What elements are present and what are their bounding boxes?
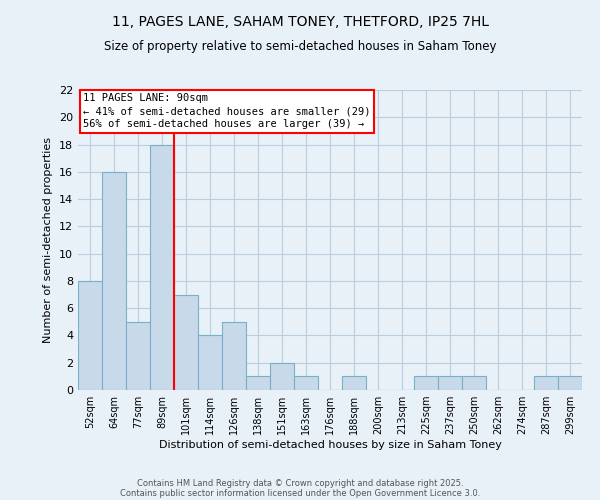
Bar [438, 376, 462, 390]
Bar [174, 294, 198, 390]
Text: Contains HM Land Registry data © Crown copyright and database right 2025.: Contains HM Land Registry data © Crown c… [137, 478, 463, 488]
Bar [126, 322, 150, 390]
Bar [534, 376, 558, 390]
Text: 11, PAGES LANE, SAHAM TONEY, THETFORD, IP25 7HL: 11, PAGES LANE, SAHAM TONEY, THETFORD, I… [112, 15, 488, 29]
Y-axis label: Number of semi-detached properties: Number of semi-detached properties [43, 137, 53, 343]
Bar [414, 376, 438, 390]
Bar [294, 376, 318, 390]
Bar [102, 172, 126, 390]
Bar [222, 322, 246, 390]
Bar [246, 376, 270, 390]
Bar [150, 144, 174, 390]
X-axis label: Distribution of semi-detached houses by size in Saham Toney: Distribution of semi-detached houses by … [158, 440, 502, 450]
Text: Size of property relative to semi-detached houses in Saham Toney: Size of property relative to semi-detach… [104, 40, 496, 53]
Bar [270, 362, 294, 390]
Bar [342, 376, 366, 390]
Text: 11 PAGES LANE: 90sqm
← 41% of semi-detached houses are smaller (29)
56% of semi-: 11 PAGES LANE: 90sqm ← 41% of semi-detac… [83, 93, 371, 130]
Text: Contains public sector information licensed under the Open Government Licence 3.: Contains public sector information licen… [120, 488, 480, 498]
Bar [558, 376, 582, 390]
Bar [462, 376, 486, 390]
Bar [198, 336, 222, 390]
Bar [78, 281, 102, 390]
